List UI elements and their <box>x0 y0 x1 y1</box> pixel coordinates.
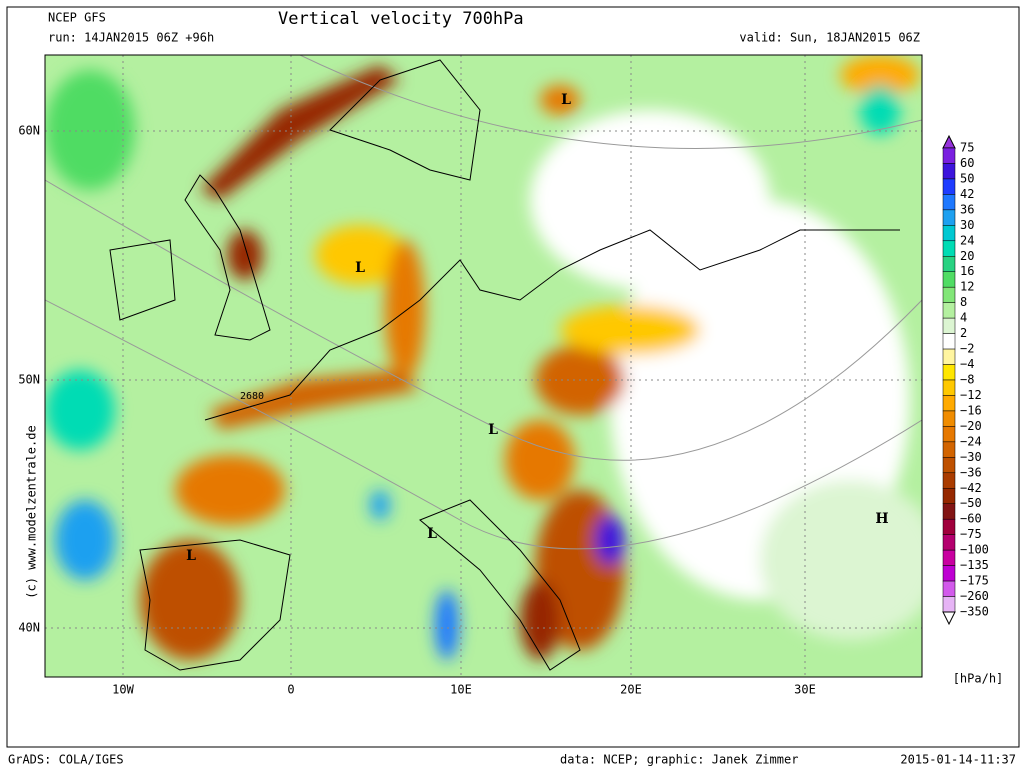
color-swatch <box>942 333 956 350</box>
color-swatch <box>942 549 956 566</box>
colorbar-label: −16 <box>960 403 982 417</box>
color-swatch <box>942 534 956 551</box>
colorbar-label: −8 <box>960 373 974 387</box>
lon-label: 10E <box>450 683 472 697</box>
colorbar-label: 36 <box>960 202 974 216</box>
colorbar-label: −100 <box>960 543 989 557</box>
colorbar-label: 16 <box>960 264 974 278</box>
colorbar-label: −30 <box>960 450 982 464</box>
run-info: run: 14JAN2015 06Z +96h <box>48 31 214 45</box>
pressure-marker: L <box>427 526 437 542</box>
model-name: NCEP GFS <box>48 11 106 25</box>
color-swatch <box>942 256 956 272</box>
map-frame <box>44 54 923 678</box>
colorbar-label: −4 <box>960 357 974 371</box>
pressure-marker: L <box>186 548 196 564</box>
colorbar-label: 4 <box>960 311 967 325</box>
color-swatch <box>942 163 956 180</box>
units-label: [hPa/h] <box>953 672 1004 686</box>
color-swatch <box>942 503 956 520</box>
color-swatch <box>942 488 956 504</box>
lon-label: 0 <box>287 683 294 697</box>
colorbar-label: −60 <box>960 512 982 526</box>
footer-center: data: NCEP; graphic: Janek Zimmer <box>560 753 798 767</box>
colorbar-label: −260 <box>960 589 989 603</box>
credit: (c) www.modelzentrale.de <box>25 425 39 598</box>
color-swatch <box>942 348 956 365</box>
color-swatch <box>942 472 956 489</box>
colorbar-label: −12 <box>960 388 982 402</box>
color-swatch <box>942 580 956 597</box>
colorbar-label: 60 <box>960 156 974 170</box>
color-swatch <box>942 379 956 396</box>
color-swatch <box>942 364 956 381</box>
color-swatch <box>942 565 956 582</box>
colorbar-label: −50 <box>960 496 982 510</box>
colorbar-label: 75 <box>960 141 974 155</box>
color-swatch <box>942 596 956 613</box>
footer-left: GrADS: COLA/IGES <box>8 753 124 767</box>
color-swatch <box>942 302 956 319</box>
colorbar-label: −36 <box>960 465 982 479</box>
colorbar-label: −24 <box>960 434 982 448</box>
color-swatch <box>942 194 956 211</box>
colorbar-label: −175 <box>960 574 989 588</box>
colorbar-end <box>942 134 956 149</box>
colorbar-label: −20 <box>960 419 982 433</box>
colorbar-label: 12 <box>960 280 974 294</box>
color-swatch <box>942 518 956 535</box>
colorbar-label: −2 <box>960 342 974 356</box>
map-field <box>45 55 922 677</box>
contour-label: 2680 <box>240 391 264 402</box>
pressure-marker: H <box>875 511 888 527</box>
color-swatch <box>942 178 956 195</box>
color-swatch <box>942 225 956 242</box>
pressure-marker: L <box>488 422 498 438</box>
color-swatch <box>942 271 956 288</box>
colorbar-label: −75 <box>960 527 982 541</box>
color-swatch <box>942 147 956 164</box>
color-swatch <box>942 286 956 303</box>
figure-border <box>6 6 1020 748</box>
colorbar-label: 50 <box>960 171 974 185</box>
color-swatch <box>942 410 956 427</box>
colorbar-label: −135 <box>960 558 989 572</box>
pressure-marker: L <box>561 92 571 108</box>
lon-label: 30E <box>794 683 816 697</box>
footer-right: 2015-01-14-11:37 <box>900 753 1016 767</box>
color-swatch <box>942 441 956 458</box>
colorbar-label: −42 <box>960 481 982 495</box>
color-swatch <box>942 317 956 334</box>
lat-label: 60N <box>18 124 40 138</box>
colorbar-label: 30 <box>960 218 974 232</box>
colorbar: 75605042363024201612842−2−4−8−12−16−20−2… <box>942 134 989 626</box>
colorbar-label: −350 <box>960 605 989 619</box>
color-swatch <box>942 209 956 226</box>
lon-label: 20E <box>620 683 642 697</box>
colorbar-end <box>942 611 956 626</box>
color-swatch <box>942 395 956 412</box>
colorbar-label: 24 <box>960 233 974 247</box>
lat-label: 40N <box>18 621 40 635</box>
color-swatch <box>942 240 956 257</box>
colorbar-label: 20 <box>960 249 974 263</box>
colorbar-label: 42 <box>960 187 974 201</box>
colorbar-label: 2 <box>960 326 967 340</box>
color-swatch <box>942 426 956 443</box>
map-title: Vertical velocity 700hPa <box>278 9 524 29</box>
color-swatch <box>942 457 956 474</box>
pressure-marker: L <box>355 260 365 276</box>
lat-label: 50N <box>18 373 40 387</box>
colorbar-label: 8 <box>960 295 967 309</box>
lon-label: 10W <box>112 683 134 697</box>
valid-time: valid: Sun, 18JAN2015 06Z <box>739 31 920 45</box>
